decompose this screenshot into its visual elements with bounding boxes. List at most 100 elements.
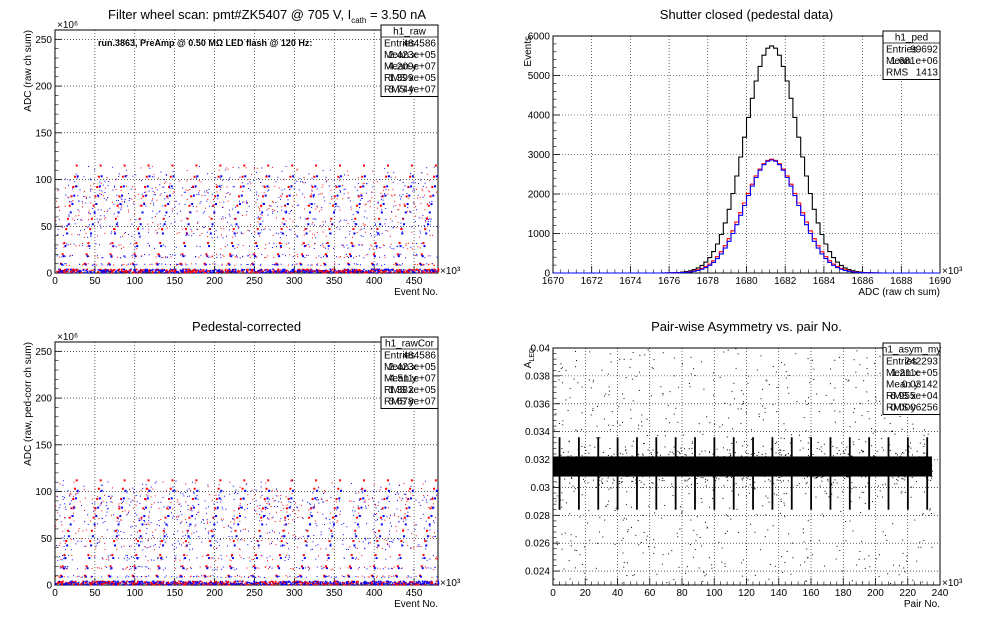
pedestal-point bbox=[393, 271, 396, 274]
event-point bbox=[116, 536, 118, 538]
event-point bbox=[172, 508, 174, 510]
event-point bbox=[87, 236, 89, 238]
event-point bbox=[329, 232, 331, 234]
event-point bbox=[261, 511, 263, 513]
event-point bbox=[386, 540, 388, 542]
step-marker bbox=[133, 253, 136, 256]
event-point bbox=[269, 513, 271, 515]
event-point bbox=[189, 559, 191, 561]
x-tick-label: 100 bbox=[126, 588, 143, 599]
event-point bbox=[319, 225, 321, 227]
step-marker bbox=[261, 195, 264, 198]
event-point bbox=[346, 256, 348, 258]
event-point bbox=[162, 496, 164, 498]
event-point bbox=[222, 254, 224, 256]
pedestal-point bbox=[419, 582, 422, 585]
pedestal-point bbox=[180, 270, 183, 272]
event-point bbox=[68, 184, 70, 186]
event-point bbox=[174, 560, 176, 562]
pedestal-point bbox=[374, 269, 377, 272]
event-point bbox=[182, 542, 184, 544]
event-point bbox=[154, 495, 156, 497]
pedestal-point bbox=[204, 272, 207, 274]
event-point bbox=[309, 502, 311, 504]
event-point bbox=[429, 525, 431, 527]
pedestal-point bbox=[291, 581, 294, 584]
pedestal-point bbox=[79, 269, 81, 272]
step-marker bbox=[219, 164, 222, 167]
event-point bbox=[196, 194, 198, 196]
step-marker bbox=[252, 575, 255, 578]
step-marker bbox=[283, 535, 286, 538]
event-point bbox=[431, 263, 433, 265]
step-marker bbox=[264, 194, 267, 197]
pedestal-point bbox=[281, 269, 284, 272]
pedestal-point bbox=[429, 270, 431, 273]
event-point bbox=[333, 486, 335, 488]
event-point bbox=[158, 525, 160, 527]
event-point bbox=[323, 196, 325, 198]
pedestal-point bbox=[175, 270, 177, 273]
event-point bbox=[62, 263, 64, 265]
pedestal-point bbox=[272, 268, 274, 270]
step-marker bbox=[304, 540, 307, 543]
pedestal-point bbox=[327, 271, 329, 273]
step-marker bbox=[386, 479, 389, 482]
event-point bbox=[82, 530, 84, 532]
event-point bbox=[160, 193, 162, 195]
pedestal-point bbox=[246, 270, 249, 273]
event-point bbox=[139, 520, 141, 522]
step-marker bbox=[122, 185, 125, 188]
step-marker bbox=[161, 544, 164, 547]
pedestal-point bbox=[433, 271, 436, 274]
event-point bbox=[400, 222, 402, 224]
event-point bbox=[222, 218, 224, 220]
event-point bbox=[70, 493, 72, 495]
pedestal-point bbox=[253, 271, 256, 273]
event-point bbox=[175, 517, 177, 519]
pedestal-point bbox=[204, 271, 206, 274]
event-point bbox=[246, 202, 248, 204]
event-point bbox=[185, 501, 187, 503]
step-marker bbox=[73, 175, 76, 178]
event-point bbox=[382, 189, 384, 191]
event-point bbox=[62, 234, 64, 236]
event-point bbox=[121, 538, 123, 540]
event-point bbox=[373, 264, 375, 266]
event-point bbox=[377, 519, 379, 521]
event-point bbox=[290, 505, 292, 507]
event-point bbox=[369, 576, 371, 578]
event-point bbox=[384, 256, 386, 258]
x-axis-title: ADC (raw ch sum) bbox=[858, 287, 940, 298]
pedestal-point bbox=[250, 269, 252, 271]
event-point bbox=[317, 511, 319, 513]
event-point bbox=[189, 509, 191, 511]
pedestal-point bbox=[197, 271, 200, 274]
event-point bbox=[361, 554, 363, 556]
event-point bbox=[215, 540, 217, 542]
event-point bbox=[152, 222, 154, 224]
pedestal-point bbox=[323, 269, 325, 272]
event-point bbox=[242, 245, 244, 247]
event-point bbox=[173, 190, 175, 192]
pedestal-point bbox=[66, 268, 68, 271]
event-point bbox=[379, 178, 381, 180]
event-point bbox=[428, 190, 430, 192]
event-point bbox=[369, 248, 371, 250]
event-point bbox=[132, 507, 134, 509]
event-point bbox=[103, 215, 105, 217]
event-point bbox=[255, 202, 257, 204]
pedestal-point bbox=[274, 582, 276, 585]
pedestal-point bbox=[404, 582, 407, 584]
pedestal-point bbox=[87, 583, 89, 586]
event-point bbox=[374, 503, 376, 505]
event-point bbox=[82, 206, 84, 208]
step-marker bbox=[217, 175, 220, 178]
step-marker bbox=[285, 507, 288, 510]
event-point bbox=[74, 181, 76, 183]
event-point bbox=[124, 232, 126, 234]
event-point bbox=[416, 264, 418, 266]
step-marker bbox=[387, 489, 390, 492]
event-point bbox=[125, 568, 127, 570]
event-point bbox=[432, 496, 434, 498]
